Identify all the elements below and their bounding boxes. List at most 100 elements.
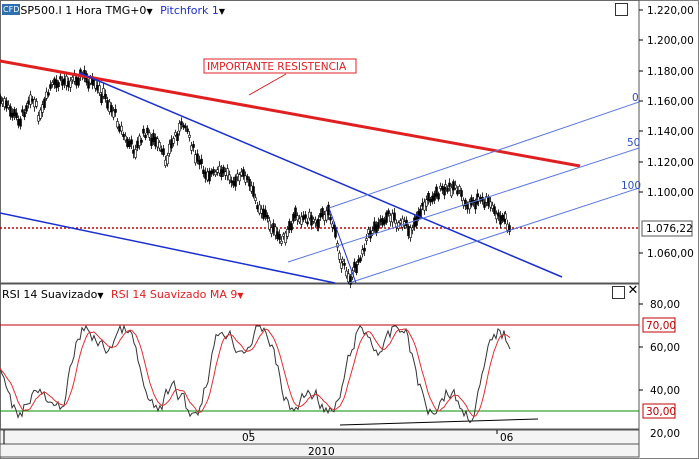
symbol-label[interactable]: SP500.I: [20, 4, 62, 17]
candle-body: [15, 112, 18, 119]
candle-body: [182, 124, 185, 128]
resistance-trendline[interactable]: [0, 59, 581, 168]
pitchfork-label-100: 100: [621, 180, 641, 192]
candle-body: [230, 180, 233, 183]
rsi-ma-label[interactable]: RSI 14 Suavizado MA 9: [111, 288, 238, 301]
candle-body: [409, 227, 412, 238]
candle-body: [460, 190, 463, 197]
candle-body: [443, 187, 446, 196]
rsi-line: [0, 324, 511, 424]
candle-body: [250, 185, 253, 192]
pitchfork-base-line: [328, 207, 357, 284]
candle-body: [474, 200, 477, 210]
candle-body: [300, 216, 303, 225]
rsi-label[interactable]: RSI 14 Suavizado: [2, 288, 98, 301]
candle-body: [321, 208, 324, 217]
price-tick: 1.180,00: [647, 66, 694, 78]
candle-body: [9, 106, 12, 117]
candle-body: [334, 229, 337, 238]
candle-body: [266, 214, 269, 219]
rsi-trendline[interactable]: [339, 418, 539, 426]
candle-body: [200, 158, 203, 164]
candle-body: [100, 93, 103, 103]
candle-body: [232, 180, 235, 186]
candle-body: [41, 104, 44, 113]
candle-body: [63, 78, 66, 85]
candle-body: [365, 238, 368, 241]
annotation-connector: [248, 73, 287, 96]
rsi-tick: 20,00: [650, 428, 680, 440]
candle-body: [138, 135, 141, 146]
current-price-label: 1.076,22: [646, 223, 693, 235]
candle-body: [497, 212, 500, 217]
candle-body: [186, 128, 189, 133]
candle-body: [224, 171, 227, 176]
pitchfork[interactable]: 0 50 100: [0, 72, 641, 284]
candle-body: [130, 139, 133, 145]
timezone-label[interactable]: TMG+0: [105, 4, 147, 17]
candle-body: [108, 101, 111, 113]
candle-body: [489, 201, 492, 208]
candle-body: [0, 96, 2, 104]
pitchfork-line-100[interactable]: [348, 187, 640, 284]
drawing-tool-label[interactable]: Pitchfork 1: [160, 4, 219, 17]
lower-channel-line[interactable]: [0, 212, 336, 284]
candle-body: [425, 199, 428, 207]
candle-body: [286, 229, 289, 237]
candle-body: [345, 270, 348, 277]
candle-body: [35, 101, 38, 107]
pitchfork-line-0[interactable]: [328, 101, 640, 209]
candle-body: [208, 170, 211, 182]
candle-body: [188, 134, 191, 138]
candle-body: [77, 77, 80, 86]
candle-body: [96, 85, 99, 91]
candle-body: [176, 133, 179, 141]
pitchfork-line-50[interactable]: [287, 147, 640, 263]
candle-body: [450, 187, 453, 197]
candle-body: [268, 220, 271, 230]
candle-body: [448, 182, 451, 187]
price-tick: 1.200,00: [647, 35, 694, 47]
candle-body: [216, 169, 219, 173]
candle-body: [148, 132, 151, 138]
candle-body: [212, 169, 215, 173]
candle-body: [112, 110, 115, 118]
candle-body: [104, 93, 107, 100]
triangle-down-icon[interactable]: ▼: [146, 7, 153, 16]
candle-body: [236, 173, 239, 178]
maximize-icon[interactable]: [615, 3, 628, 16]
candle-body: [196, 153, 199, 162]
candle-body: [13, 109, 16, 117]
close-icon[interactable]: ✕: [627, 283, 639, 298]
candle-body: [168, 143, 171, 154]
candle-body: [120, 125, 123, 132]
year-label: 2010: [308, 446, 335, 458]
candle-body: [59, 76, 62, 80]
triangle-down-icon[interactable]: ▼: [237, 291, 244, 300]
candle-body: [164, 159, 167, 166]
candle-body: [124, 135, 127, 141]
triangle-down-icon[interactable]: ▼: [218, 7, 226, 16]
candle-body: [7, 104, 10, 108]
candle-body: [493, 206, 496, 214]
candlestick-series: [0, 65, 511, 289]
candle-body: [67, 81, 70, 88]
candle-body: [338, 252, 341, 260]
maximize-icon[interactable]: [612, 286, 625, 299]
rsi-axis: 80,00 60,00 40,00 20,00: [639, 299, 680, 440]
price-tick: 1.160,00: [647, 96, 694, 108]
candle-body: [172, 138, 175, 144]
candle-body: [166, 155, 169, 165]
pitchfork-handle-line[interactable]: [79, 72, 563, 278]
candle-body: [5, 100, 8, 109]
annotation-box[interactable]: [203, 58, 357, 74]
candle-body: [132, 149, 135, 154]
candle-body: [220, 169, 223, 178]
candle-body: [349, 276, 352, 285]
triangle-down-icon[interactable]: ▼: [97, 291, 104, 300]
candle-body: [178, 123, 181, 132]
candle-body: [244, 175, 247, 183]
timeframe-label[interactable]: 1 Hora: [65, 4, 102, 17]
candle-body: [278, 233, 281, 240]
